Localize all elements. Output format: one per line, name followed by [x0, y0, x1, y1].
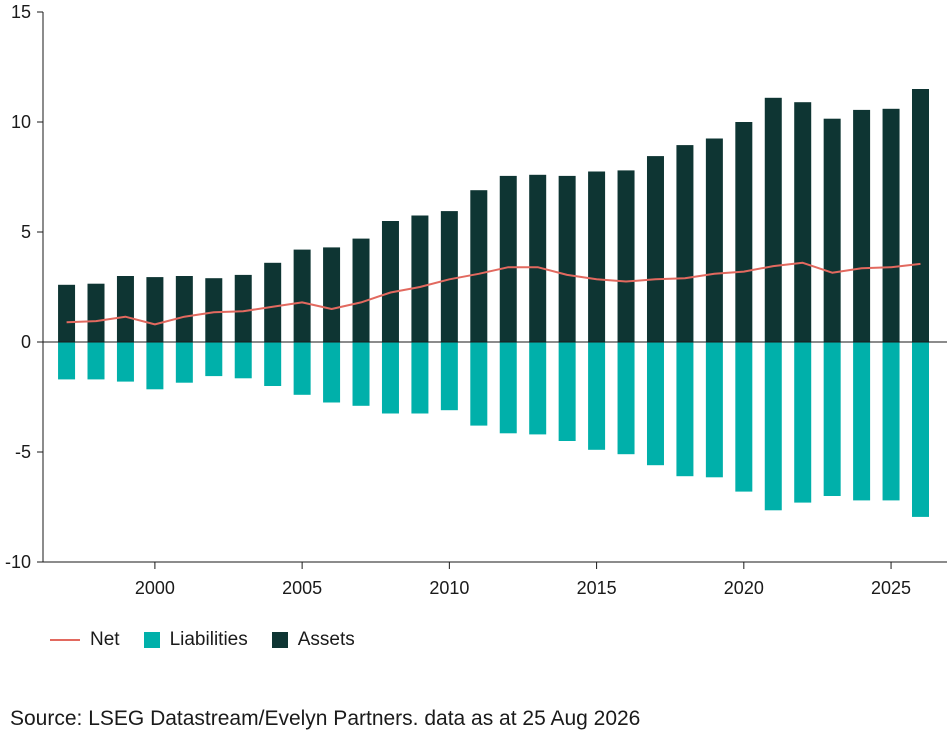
liabilities-bar-2000	[146, 342, 164, 390]
x-tick-label: 2005	[282, 578, 322, 598]
assets-bar-2017	[646, 156, 664, 342]
assets-bar-2020	[735, 122, 753, 342]
assets-bar-2010	[440, 211, 458, 342]
legend-item-net: Net	[50, 629, 120, 651]
legend-swatch-assets	[271, 632, 288, 648]
y-tick-label: 5	[21, 222, 31, 242]
assets-bar-1997	[58, 284, 76, 342]
assets-bar-2011	[470, 190, 488, 342]
x-axis-ticks: 2000 2005 2010 2015 2020 2025	[135, 562, 911, 598]
assets-bar-2021	[764, 97, 782, 342]
assets-bar-1998	[87, 283, 105, 342]
liabilities-bar-2016	[617, 342, 635, 455]
y-tick-label: -5	[15, 442, 31, 462]
assets-bar-2022	[794, 102, 812, 342]
assets-bar-2025	[882, 108, 900, 342]
liabilities-bar-2005	[293, 342, 311, 395]
liabilities-bar-1998	[87, 342, 105, 380]
legend: Net Liabilities Assets	[50, 629, 379, 651]
x-tick-label: 2000	[135, 578, 175, 598]
assets-bar-2003	[234, 274, 252, 342]
liabilities-bar-2022	[794, 342, 812, 503]
y-axis-ticks: -10 -5 0 5 10 15	[5, 2, 43, 572]
assets-bar-2007	[352, 238, 370, 342]
legend-label-liabilities: Liabilities	[169, 629, 248, 650]
assets-bar-2018	[676, 145, 694, 342]
liabilities-bar-2023	[823, 342, 841, 496]
assets-bar-2026	[911, 89, 929, 342]
liabilities-bar-2026	[911, 342, 929, 517]
liabilities-bar-2013	[529, 342, 547, 435]
source-note: Source: LSEG Datastream/Evelyn Partners.…	[10, 707, 641, 730]
assets-bars	[58, 89, 929, 343]
assets-bar-1999	[116, 276, 134, 342]
assets-bar-2004	[264, 262, 282, 342]
liabilities-bar-2004	[264, 342, 282, 386]
assets-bar-2024	[853, 109, 871, 343]
x-tick-label: 2025	[871, 578, 911, 598]
assets-bar-2023	[823, 118, 841, 342]
assets-bar-2012	[499, 175, 517, 342]
assets-bar-2000	[146, 277, 164, 342]
net-line	[66, 261, 921, 326]
legend-item-liabilities: Liabilities	[143, 629, 248, 651]
liabilities-bar-2020	[735, 342, 753, 492]
liabilities-bar-2014	[558, 342, 576, 441]
liabilities-bar-2024	[853, 342, 871, 501]
liabilities-bar-2025	[882, 342, 900, 501]
assets-bar-2005	[293, 249, 311, 342]
x-tick-label: 2015	[577, 578, 617, 598]
legend-label-assets: Assets	[297, 629, 355, 650]
assets-bar-2006	[323, 247, 341, 342]
assets-bar-2013	[529, 174, 547, 342]
liabilities-bar-2012	[499, 342, 517, 434]
liabilities-bar-2003	[234, 342, 252, 379]
y-tick-label: 0	[21, 332, 31, 352]
x-tick-label: 2020	[724, 578, 764, 598]
liabilities-bar-2015	[588, 342, 606, 450]
liabilities-bar-2018	[676, 342, 694, 477]
liabilities-bar-2007	[352, 342, 370, 406]
y-tick-label: 15	[11, 2, 31, 22]
liabilities-bar-2019	[705, 342, 723, 478]
liabilities-bar-2001	[175, 342, 193, 383]
assets-bar-2019	[705, 138, 723, 342]
liabilities-bar-2009	[411, 342, 429, 414]
liabilities-bar-2011	[470, 342, 488, 426]
liabilities-bar-2008	[381, 342, 399, 414]
liabilities-bar-1997	[58, 342, 76, 380]
assets-bar-2001	[175, 276, 193, 342]
axes	[42, 12, 947, 563]
assets-bar-2008	[381, 221, 399, 342]
liabilities-bar-2002	[205, 342, 223, 377]
liabilities-bar-1999	[116, 342, 134, 382]
liabilities-bar-2010	[440, 342, 458, 411]
liabilities-bar-2017	[646, 342, 664, 466]
legend-label-net: Net	[90, 629, 120, 650]
assets-bar-2016	[617, 170, 635, 342]
y-tick-label: 10	[11, 112, 31, 132]
y-tick-label: -10	[5, 552, 31, 572]
assets-bar-2014	[558, 175, 576, 342]
liabilities-bar-2006	[323, 342, 341, 403]
chart: -10 -5 0 5 10 15 2000 2005 2010 2015 2020 2025	[5, 2, 947, 598]
net-line-group	[66, 261, 921, 326]
legend-swatch-liabilities	[143, 632, 160, 648]
x-tick-label: 2010	[429, 578, 469, 598]
liabilities-bars	[58, 342, 929, 517]
legend-item-assets: Assets	[271, 629, 355, 651]
assets-bar-2015	[588, 171, 606, 342]
liabilities-bar-2021	[764, 342, 782, 511]
assets-bar-2009	[411, 215, 429, 342]
assets-bar-2002	[205, 278, 223, 342]
legend-swatch-net	[50, 639, 80, 641]
